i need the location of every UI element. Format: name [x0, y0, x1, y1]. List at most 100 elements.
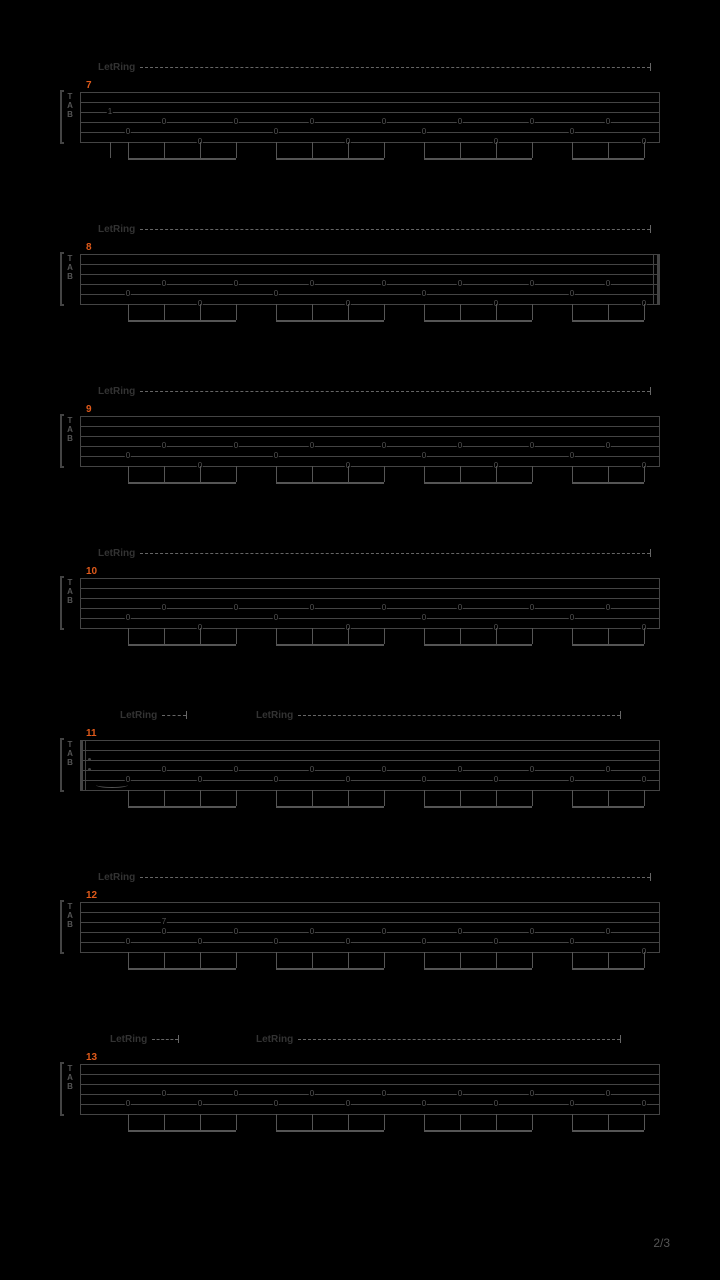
letring-label: LetRing — [98, 62, 135, 73]
stem — [608, 790, 609, 806]
letring-end-tick — [186, 711, 187, 719]
beam — [276, 1130, 384, 1132]
letring-label: LetRing — [256, 1034, 293, 1045]
fret-number: 1 — [107, 108, 113, 116]
fret-number: 0 — [457, 766, 463, 774]
fret-number: 0 — [233, 766, 239, 774]
stem — [384, 142, 385, 158]
fret-number: 0 — [197, 1100, 203, 1108]
fret-number: 0 — [569, 938, 575, 946]
fret-number: 0 — [529, 604, 535, 612]
string-line — [80, 912, 660, 913]
fret-number: 0 — [421, 776, 427, 784]
fret-number: 0 — [421, 290, 427, 298]
string-line — [80, 254, 660, 255]
fret-number: 0 — [125, 776, 131, 784]
barline-start — [80, 254, 81, 304]
string-line — [80, 436, 660, 437]
fret-number: 0 — [605, 280, 611, 288]
stem — [460, 142, 461, 158]
barline-start — [80, 92, 81, 142]
barline-end — [659, 578, 660, 628]
stem — [572, 1114, 573, 1130]
fret-number: 0 — [161, 766, 167, 774]
beam — [424, 968, 532, 970]
stem — [496, 142, 497, 158]
stem — [572, 304, 573, 320]
string-line — [80, 750, 660, 751]
fret-number: 0 — [457, 604, 463, 612]
fret-number: 0 — [125, 938, 131, 946]
stem — [384, 304, 385, 320]
letring-row: LetRing — [60, 546, 660, 564]
fret-number: 0 — [125, 614, 131, 622]
fret-number: 0 — [273, 614, 279, 622]
fret-number: 0 — [493, 1100, 499, 1108]
letring-dash — [140, 553, 650, 554]
stem — [200, 142, 201, 158]
beam — [424, 1130, 532, 1132]
page-number: 2/3 — [653, 1236, 670, 1250]
stem — [496, 628, 497, 644]
stem — [644, 1114, 645, 1130]
tab-clef: T A B — [63, 92, 77, 119]
stem — [236, 142, 237, 158]
stem — [236, 952, 237, 968]
stem — [312, 1114, 313, 1130]
fret-number: 0 — [529, 118, 535, 126]
stem — [348, 952, 349, 968]
fret-number: 0 — [381, 442, 387, 450]
string-line — [80, 598, 660, 599]
fret-number: 0 — [273, 128, 279, 136]
fret-number: 0 — [197, 938, 203, 946]
stem — [532, 628, 533, 644]
beam — [572, 482, 644, 484]
letring-dash — [140, 877, 650, 878]
string-line — [80, 426, 660, 427]
stem — [236, 790, 237, 806]
tab-staff: T A B000000000000000 — [60, 406, 660, 466]
stem — [348, 142, 349, 158]
string-line — [80, 578, 660, 579]
string-line — [80, 416, 660, 417]
string-line — [80, 902, 660, 903]
letring-end-tick — [178, 1035, 179, 1043]
fret-number: 0 — [421, 938, 427, 946]
fret-number: 0 — [605, 604, 611, 612]
stem — [572, 952, 573, 968]
beam — [128, 158, 236, 160]
barline-start — [80, 902, 81, 952]
stem — [644, 790, 645, 806]
stem — [312, 142, 313, 158]
stem — [424, 304, 425, 320]
stem-row — [60, 304, 660, 330]
stem — [644, 304, 645, 320]
string-line — [80, 1084, 660, 1085]
fret-number: 0 — [457, 1090, 463, 1098]
stem — [164, 304, 165, 320]
tab-clef: T A B — [63, 740, 77, 767]
fret-number: 0 — [125, 1100, 131, 1108]
string-line — [80, 1064, 660, 1065]
fret-number: 0 — [273, 1100, 279, 1108]
stem — [276, 628, 277, 644]
stem — [532, 142, 533, 158]
fret-number: 0 — [529, 928, 535, 936]
fret-number: 0 — [529, 1090, 535, 1098]
fret-number: 0 — [309, 118, 315, 126]
beam — [276, 482, 384, 484]
stem — [572, 790, 573, 806]
measure-9: LetRing9T A B000000000000000 — [60, 384, 660, 492]
stem — [128, 790, 129, 806]
stem — [496, 952, 497, 968]
stem — [384, 628, 385, 644]
letring-dash — [298, 715, 620, 716]
fret-number: 0 — [233, 442, 239, 450]
barline-end — [653, 254, 654, 304]
stem — [424, 628, 425, 644]
stem-row — [60, 952, 660, 978]
tab-clef: T A B — [63, 902, 77, 929]
stem — [164, 790, 165, 806]
beam — [128, 968, 236, 970]
stem — [236, 466, 237, 482]
